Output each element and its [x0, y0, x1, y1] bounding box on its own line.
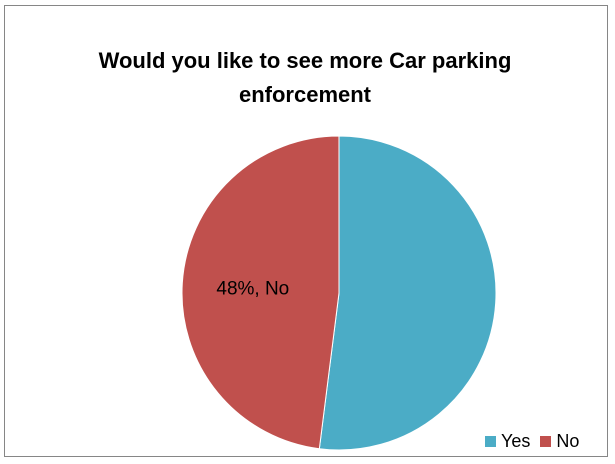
chart-legend: Yes No — [485, 431, 589, 451]
legend-swatch-yes — [485, 435, 496, 447]
chart-title: Would you like to see more Car parking e… — [98, 48, 512, 107]
pie-chart: 48%, No — [181, 135, 497, 451]
pie-slice-no — [181, 135, 340, 450]
legend-swatch-no — [540, 435, 552, 447]
legend-label-no: No — [556, 430, 580, 451]
legend-item-yes: Yes — [485, 431, 530, 452]
legend-label-yes: Yes — [501, 430, 531, 451]
pie-slice-yes — [318, 135, 497, 451]
legend-item-no: No — [540, 431, 579, 452]
data-label-no: 48%, No — [216, 279, 289, 300]
chart-frame: Would you like to see more Car parking e… — [4, 5, 608, 457]
